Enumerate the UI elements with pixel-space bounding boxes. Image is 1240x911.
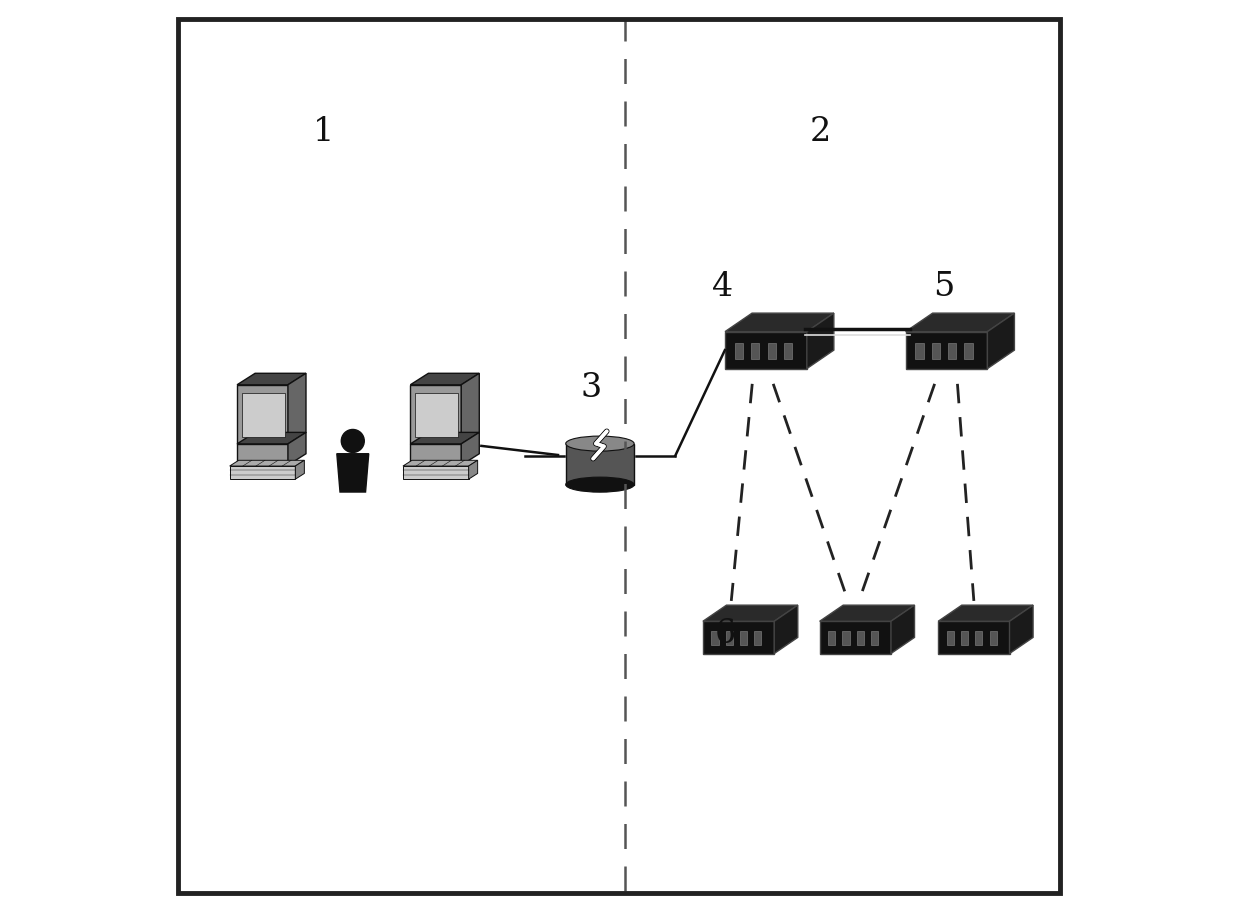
Polygon shape bbox=[807, 313, 833, 369]
Polygon shape bbox=[820, 621, 892, 654]
Polygon shape bbox=[725, 313, 833, 333]
Polygon shape bbox=[403, 461, 477, 466]
Polygon shape bbox=[774, 606, 797, 654]
Polygon shape bbox=[461, 374, 480, 445]
Polygon shape bbox=[410, 385, 461, 445]
Circle shape bbox=[341, 430, 365, 453]
Polygon shape bbox=[410, 374, 480, 385]
Bar bbox=[870, 631, 878, 646]
Polygon shape bbox=[237, 445, 288, 466]
Bar bbox=[754, 631, 761, 646]
Ellipse shape bbox=[565, 477, 634, 493]
Polygon shape bbox=[415, 394, 458, 438]
Polygon shape bbox=[295, 461, 304, 479]
Polygon shape bbox=[892, 606, 915, 654]
Text: 2: 2 bbox=[810, 116, 831, 148]
Polygon shape bbox=[939, 621, 1009, 654]
Bar bbox=[976, 631, 982, 646]
Bar bbox=[828, 631, 836, 646]
Polygon shape bbox=[703, 621, 774, 654]
Polygon shape bbox=[237, 433, 306, 445]
Polygon shape bbox=[565, 445, 634, 486]
Polygon shape bbox=[905, 333, 987, 369]
Polygon shape bbox=[237, 374, 306, 385]
Polygon shape bbox=[905, 313, 1014, 333]
Bar bbox=[768, 343, 776, 360]
Polygon shape bbox=[703, 606, 797, 621]
Bar bbox=[725, 631, 733, 646]
Bar bbox=[915, 343, 924, 360]
Polygon shape bbox=[725, 333, 807, 369]
Polygon shape bbox=[461, 433, 480, 466]
Ellipse shape bbox=[565, 436, 634, 452]
Polygon shape bbox=[242, 394, 285, 438]
Polygon shape bbox=[229, 466, 295, 479]
Bar bbox=[784, 343, 792, 360]
Text: 1: 1 bbox=[312, 116, 335, 148]
Bar bbox=[857, 631, 864, 646]
Text: 5: 5 bbox=[932, 271, 955, 303]
Polygon shape bbox=[820, 606, 915, 621]
Bar bbox=[931, 343, 940, 360]
Text: 4: 4 bbox=[712, 271, 733, 303]
Bar bbox=[740, 631, 748, 646]
Text: 6: 6 bbox=[714, 617, 735, 650]
Polygon shape bbox=[469, 461, 477, 479]
Text: 3: 3 bbox=[580, 371, 601, 404]
Polygon shape bbox=[288, 374, 306, 445]
Polygon shape bbox=[237, 385, 288, 445]
Bar bbox=[965, 343, 972, 360]
Polygon shape bbox=[410, 445, 461, 466]
Bar bbox=[947, 631, 954, 646]
Polygon shape bbox=[229, 461, 304, 466]
Polygon shape bbox=[403, 466, 469, 479]
Bar bbox=[842, 631, 849, 646]
Bar bbox=[751, 343, 759, 360]
Bar bbox=[712, 631, 719, 646]
Polygon shape bbox=[410, 433, 480, 445]
Bar bbox=[735, 343, 743, 360]
Polygon shape bbox=[337, 455, 368, 493]
Polygon shape bbox=[1009, 606, 1033, 654]
Bar bbox=[949, 343, 956, 360]
Bar bbox=[961, 631, 968, 646]
Polygon shape bbox=[939, 606, 1033, 621]
Polygon shape bbox=[987, 313, 1014, 369]
Polygon shape bbox=[288, 433, 306, 466]
Bar bbox=[990, 631, 997, 646]
